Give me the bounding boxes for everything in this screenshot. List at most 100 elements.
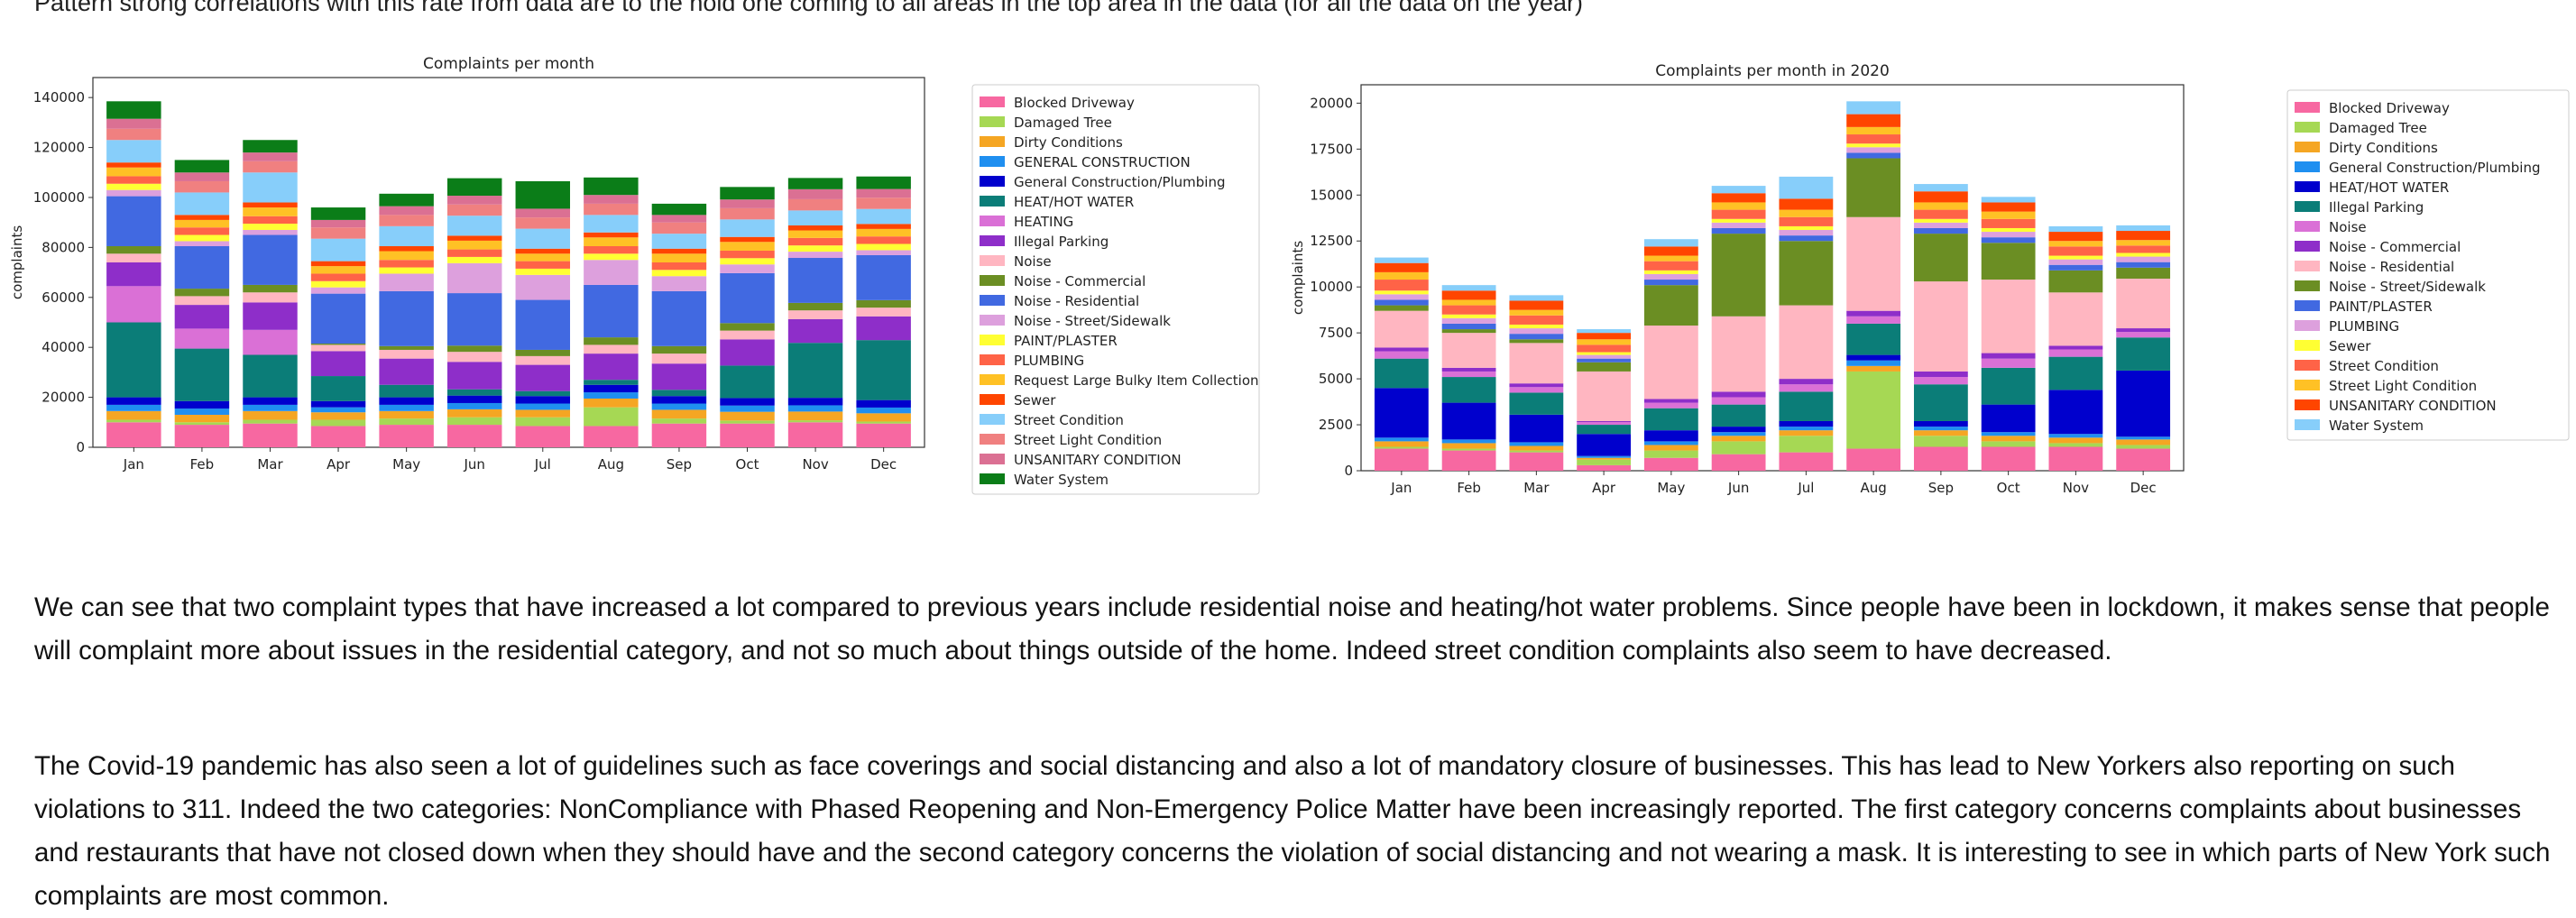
bar-segment [651,353,707,364]
bar-segment [1846,354,1901,361]
top-cut-text: Pattern strong correlations with this ra… [34,0,1583,16]
bar-segment [515,364,571,391]
bar-segment [787,405,843,412]
y-tick-label: 100000 [33,189,85,206]
plot-frame [1360,84,2185,472]
x-tick-label: Jun [463,456,484,473]
bar-segment [106,410,161,420]
bar-segment [2116,256,2171,262]
legend-swatch [980,156,1005,167]
legend-label: Water System [1014,472,1109,488]
bar-segment [446,345,502,353]
bar-segment [720,339,775,366]
bar-segment [243,423,298,447]
bar-segment [1643,430,1698,442]
bar-segment [1509,445,1564,451]
bar-segment [1441,285,1496,291]
bar-segment [1779,176,1834,199]
bar-segment [1509,450,1564,453]
bar-segment [1509,309,1564,316]
bar-segment [106,286,161,323]
bar-segment [1913,191,1968,203]
bar-segment [787,210,843,225]
bar-segment [1711,397,1766,405]
bar-segment [584,407,639,427]
bar-segment [1441,305,1496,315]
bar-segment [243,404,298,411]
bar-segment [1577,455,1632,458]
legend-label: Street Condition [2329,358,2439,374]
bar-segment [174,241,230,246]
bar-segment [1711,316,1766,392]
bar-segment [1913,377,1968,385]
y-tick-label: 20000 [41,390,85,406]
bar-segment [446,256,502,263]
bar-segment [720,264,775,273]
bar-segment [1509,442,1564,446]
bar-segment [1509,383,1564,388]
bar-segment [787,252,843,259]
bar-segment [379,206,434,216]
bar-segment [1509,414,1564,443]
bar-segment [106,101,161,119]
legend-label: Illegal Parking [2329,199,2424,216]
bar-segment [446,389,502,396]
y-tick-label: 140000 [33,89,85,106]
bar-segment [651,396,707,404]
legend-swatch [980,116,1005,127]
bar-segment [787,422,843,447]
legend-swatch [2295,300,2320,311]
y-tick-label: 80000 [41,239,85,255]
bar-segment [1441,367,1496,372]
bar-segment [106,196,161,246]
bar-segment [720,187,775,200]
bar-segment [446,293,502,346]
bar-segment [1577,339,1632,345]
x-tick-label: Feb [190,456,215,473]
bar-segment [1577,352,1632,355]
bar-segment [1981,353,2036,359]
legend-label: Noise - Commercial [1014,273,1145,289]
bar-segment [2116,231,2171,241]
bar-segment [310,400,366,408]
bar-segment [651,203,707,216]
bar-segment [1846,147,1901,153]
bar-segment [1643,246,1698,256]
bar-segment [174,425,230,447]
bar-segment [720,365,775,399]
legend-swatch [980,414,1005,425]
legend-label: General Construction/Plumbing [2329,160,2541,176]
bar-segment [2116,448,2171,471]
legend-swatch [980,454,1005,464]
bar-segment [584,337,639,345]
bar-segment [1374,351,1429,359]
bar-segment [1643,445,1698,451]
bar-segment [1577,421,1632,426]
bar-segment [1779,230,1834,236]
bar-segment [1374,358,1429,389]
bar-segment [379,225,434,246]
bar-segment [1643,280,1698,286]
bar-segment [2048,390,2103,435]
bar-segment [1779,198,1834,210]
x-tick-label: Sep [667,456,692,473]
legend-label: UNSANITARY CONDITION [2329,398,2497,414]
legend-label: Noise [1014,253,1052,270]
bar-segment [787,343,843,399]
bar-segment [106,176,161,184]
bar-segment [1981,358,2036,368]
bar-segment [1577,434,1632,456]
bar-segment [310,426,366,447]
bar-segment [787,237,843,246]
legend-swatch [2295,241,2320,252]
x-tick-label: Dec [2130,480,2157,496]
bar-segment [174,219,230,228]
bar-segment [1913,218,1968,223]
legend-swatch [2295,181,2320,192]
bar-segment [787,420,843,423]
bar-segment [1846,152,1901,159]
bar-segment [174,215,230,220]
bar-segment [174,192,230,216]
bar-segment [1643,270,1698,274]
bar-segment [651,409,707,419]
